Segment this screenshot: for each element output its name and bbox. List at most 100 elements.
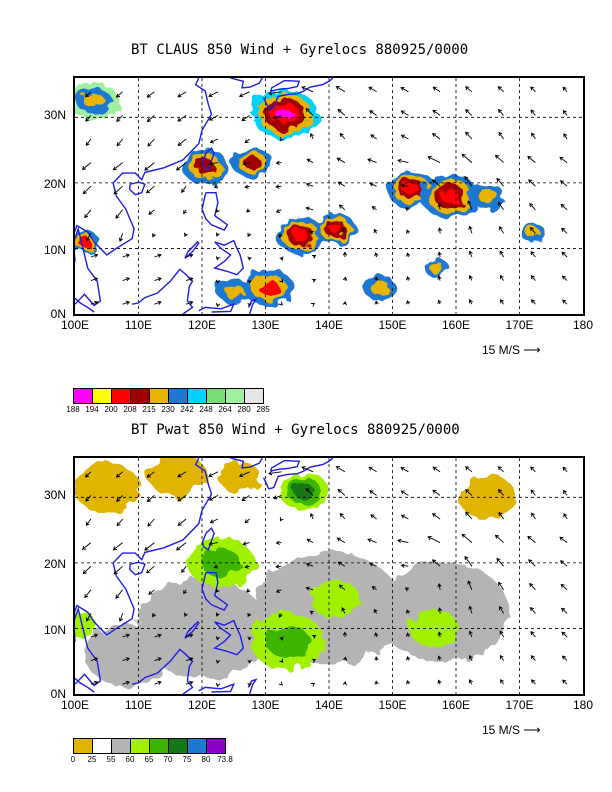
wind-vector [342, 301, 347, 306]
coastline [230, 78, 263, 89]
wind-vector [497, 201, 504, 211]
wind-vector [560, 203, 568, 211]
wind-vector [406, 229, 411, 234]
wind-vector [437, 631, 442, 638]
wind-vector [468, 299, 473, 305]
wind-vector [154, 253, 162, 258]
wind-vector [146, 495, 155, 503]
wind-vector [562, 489, 568, 496]
wind-vector [397, 158, 409, 164]
wind-vector [247, 232, 252, 238]
wind-vector [147, 518, 155, 527]
lon-label: 140E [314, 318, 344, 332]
wind-vector [115, 589, 123, 599]
wind-vector [148, 589, 155, 595]
wind-vector [468, 630, 473, 638]
wind-vector [311, 634, 317, 639]
wind-vector [530, 109, 536, 116]
coastline-layer [75, 458, 334, 694]
wind-vector [154, 300, 162, 305]
lon-label: 120E [187, 698, 217, 712]
wind-vector [530, 655, 536, 661]
wind-vector [244, 564, 250, 569]
wind-vector [181, 185, 187, 194]
wind-vector [113, 185, 123, 195]
wind-vector [468, 654, 473, 661]
wind-vector [400, 514, 409, 520]
wind-vector [431, 513, 441, 520]
coastline [75, 458, 213, 687]
lon-label: 110E [124, 698, 153, 712]
wind-vector [374, 680, 379, 685]
wind-vector [465, 511, 473, 520]
coastline [269, 459, 301, 472]
wind-vector [247, 612, 252, 618]
wind-vector [122, 633, 131, 638]
wind-vector [208, 495, 219, 501]
wind-vector [530, 679, 536, 685]
colorbar-label: 264 [218, 405, 232, 414]
coastline [247, 678, 258, 694]
coastline [213, 619, 245, 656]
wind-vector [122, 277, 131, 282]
wind-vector [118, 233, 124, 243]
wind-vector [531, 132, 536, 140]
wind-vector [528, 559, 536, 567]
colorbar-swatch [206, 738, 226, 754]
wind-vector [437, 299, 442, 305]
wind-vector [183, 209, 188, 215]
wind-vector [85, 138, 92, 146]
wind-vector [301, 466, 314, 473]
wind-vector [275, 160, 282, 166]
lat-label: 30N [43, 108, 66, 122]
wind-vector [400, 563, 409, 568]
wind-vector [560, 583, 568, 591]
lon-label: 170E [505, 318, 534, 332]
coastline [262, 458, 334, 490]
wind-vector [432, 86, 441, 93]
contour-region [478, 188, 498, 204]
colorbar-swatch [168, 738, 188, 754]
wind-vector [301, 86, 314, 93]
wind-vector [247, 256, 252, 261]
wind-vector [311, 658, 317, 663]
wind-vector-layer [81, 466, 568, 688]
coastline [198, 302, 236, 313]
wind-vector [279, 636, 284, 641]
wind-vector [247, 279, 252, 284]
wind-vector [432, 489, 441, 496]
wind-vector [467, 200, 473, 210]
contour-region [75, 462, 140, 513]
wind-vector [405, 275, 411, 281]
wind-vector [305, 206, 314, 211]
colorbar-label: 65 [144, 755, 154, 764]
wind-vector [82, 185, 92, 195]
wind-vector [215, 302, 221, 308]
wind-vector [465, 86, 473, 93]
coastline [262, 78, 334, 110]
panel-1-map [73, 76, 585, 316]
wind-vector [400, 86, 409, 93]
wind-vector [561, 227, 568, 234]
wind-vector [374, 656, 379, 661]
wind-vector [147, 138, 155, 147]
wind-vector [498, 131, 504, 140]
wind-vector [85, 518, 92, 526]
wind-vector [122, 300, 131, 305]
wind-vector [208, 91, 219, 98]
wind-vector [148, 209, 155, 215]
wind-vector [437, 275, 442, 281]
wind-vector [559, 156, 568, 163]
wind-vector [406, 679, 411, 685]
wind-vector [373, 608, 378, 614]
contour-region [440, 189, 459, 203]
wind-vector [374, 252, 379, 258]
colorbar-swatch [130, 388, 150, 404]
lon-label: 180 [572, 698, 594, 712]
panel-2-colorbar [73, 738, 226, 754]
wind-vector [368, 86, 377, 93]
wind-vector [268, 470, 282, 476]
wind-vector [151, 613, 156, 618]
wind-vector [90, 657, 99, 662]
lon-label: 120E [187, 318, 217, 332]
